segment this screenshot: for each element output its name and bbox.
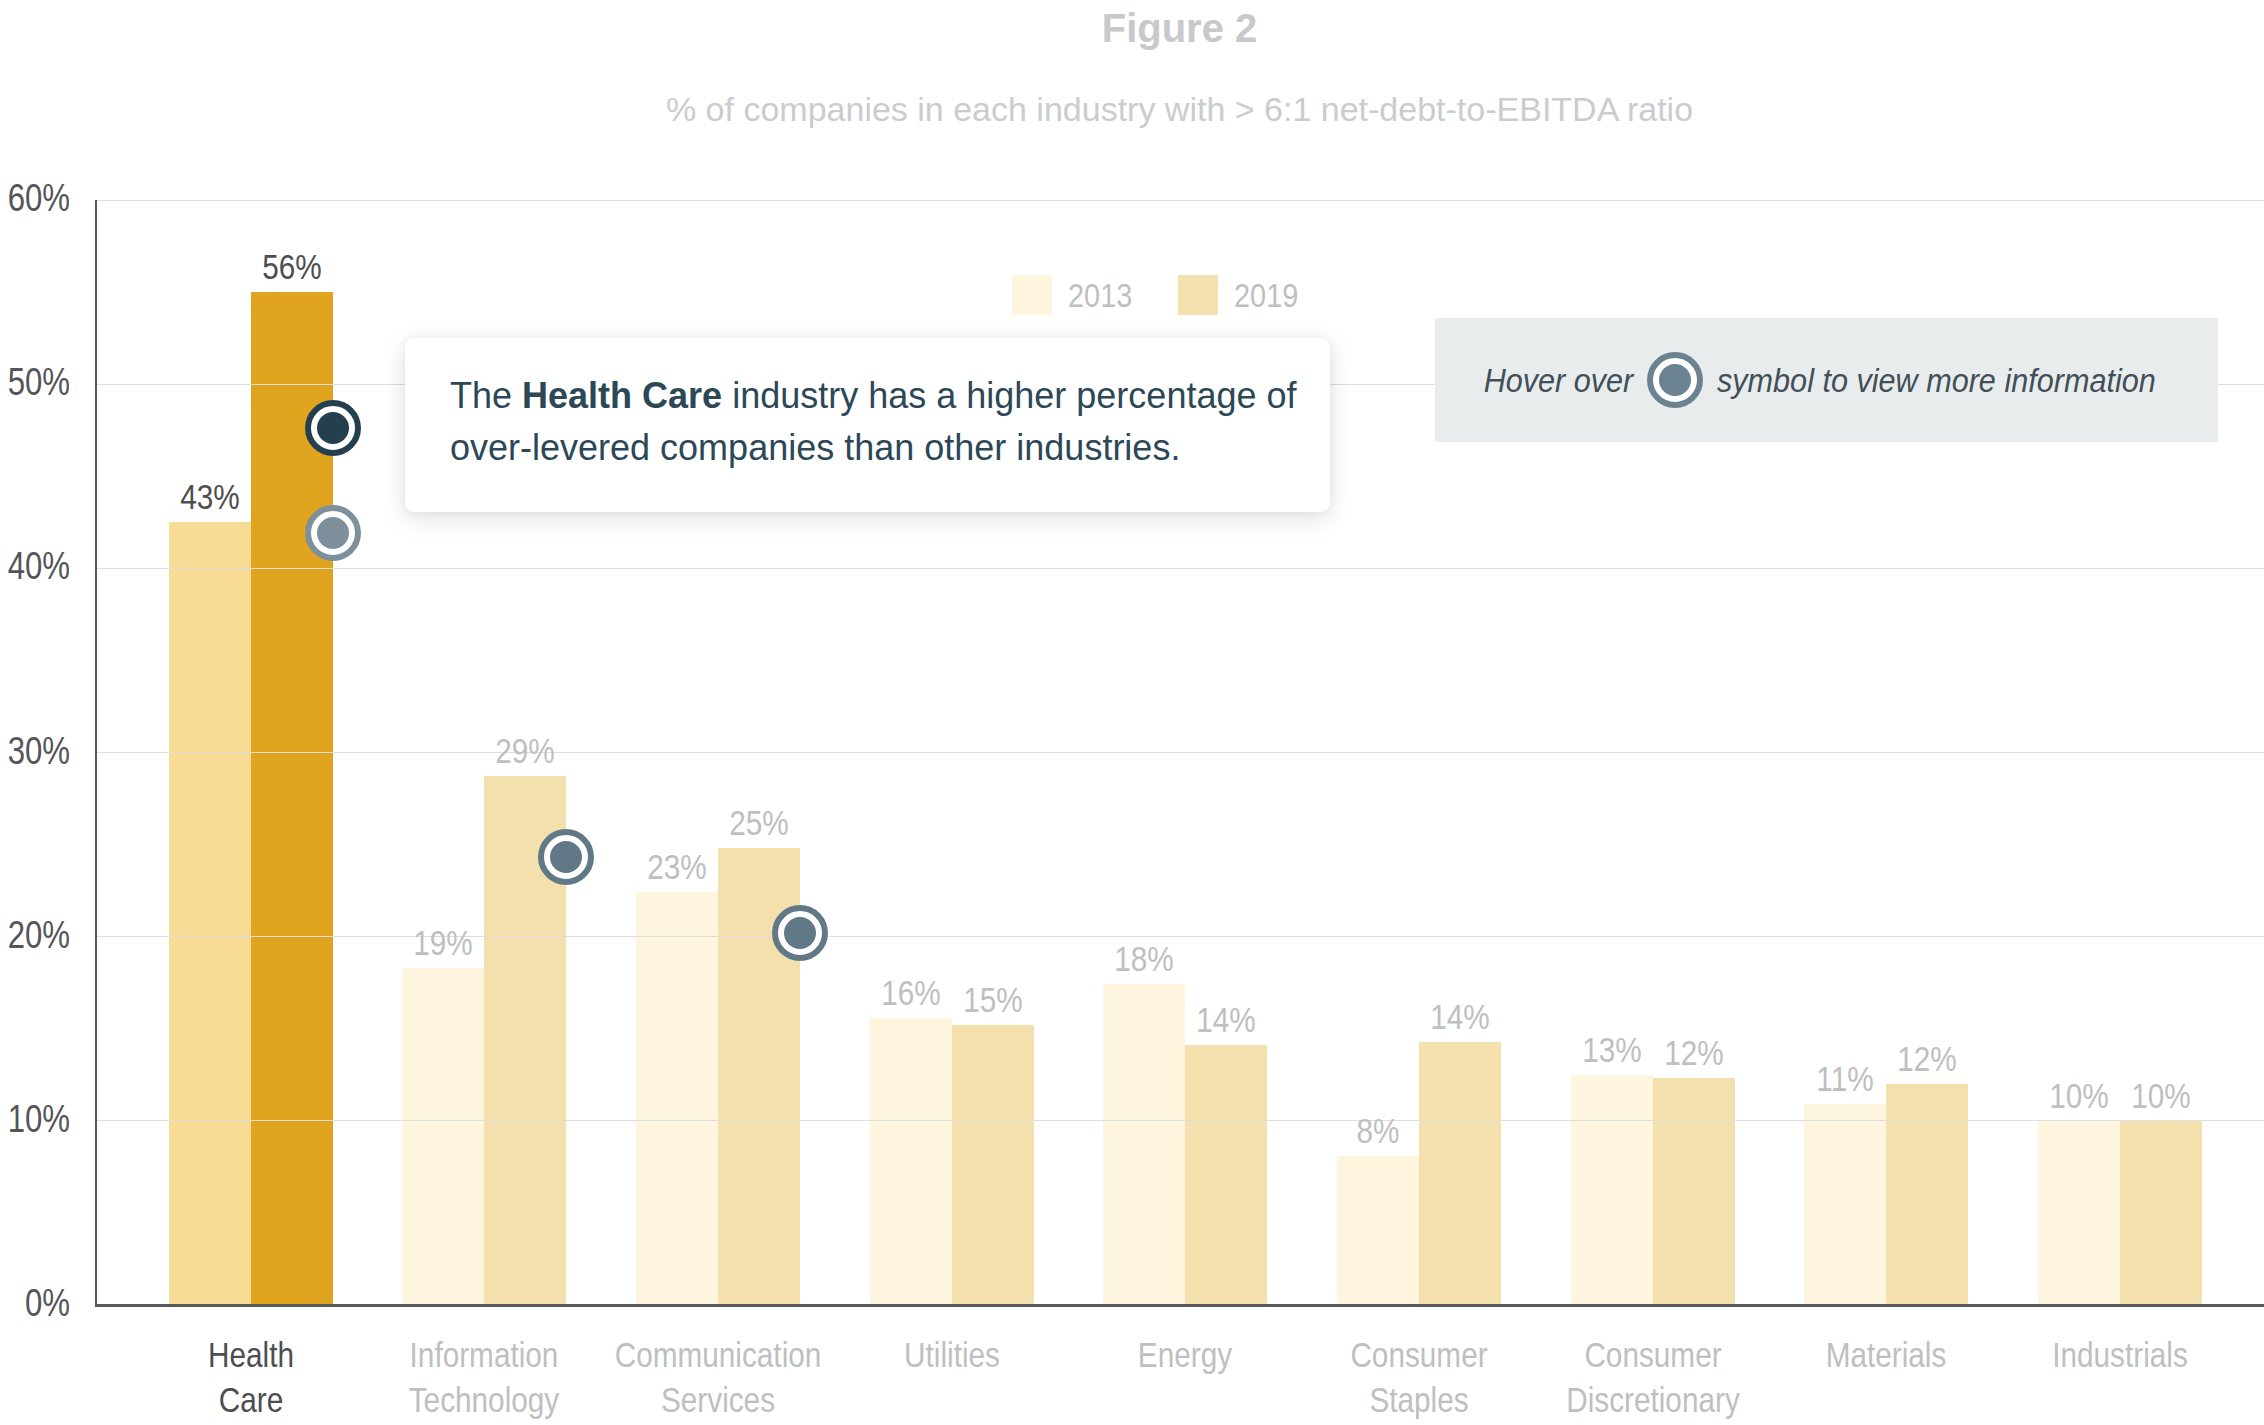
bar-value-label: 56% — [223, 247, 361, 287]
hover-marker-dot — [550, 841, 582, 873]
y-tick-label-30: 30% — [4, 730, 70, 773]
hover-marker-4[interactable] — [772, 905, 828, 961]
bar-value-label: 29% — [456, 731, 594, 771]
hover-marker-3[interactable] — [538, 829, 594, 885]
bar-value-label: 10% — [2092, 1076, 2230, 1116]
hover-marker-2[interactable] — [305, 505, 361, 561]
bar-value-label: 15% — [924, 980, 1062, 1020]
x-category-label-line: Technology — [348, 1377, 620, 1422]
plot-area: 43% 56% HealthCare 19% 29% InformationTechnol… — [0, 0, 2264, 1425]
bar-value-label: 23% — [608, 847, 746, 887]
bar-2013-utilities — [870, 1018, 952, 1305]
gridline-10 — [95, 1120, 2264, 1121]
gridline-30 — [95, 752, 2264, 753]
x-category-label-consumer-staples: ConsumerStaples — [1283, 1332, 1555, 1422]
callout-box: The Health Care industry has a higher pe… — [405, 338, 1330, 512]
x-category-label-health-care: HealthCare — [115, 1332, 387, 1422]
x-category-label-line: Staples — [1283, 1377, 1555, 1422]
hover-marker-dot — [784, 917, 816, 949]
hover-marker-1[interactable] — [305, 400, 361, 456]
x-category-label-materials: Materials — [1750, 1332, 2022, 1377]
x-category-label-line: Utilities — [816, 1332, 1088, 1377]
legend: 2013 2019 — [1012, 275, 1309, 315]
hover-marker-dot — [317, 412, 349, 444]
gridline-60 — [95, 200, 2264, 201]
bar-value-label: 14% — [1391, 997, 1529, 1037]
x-category-label-line: Care — [115, 1377, 387, 1422]
bar-value-label: 25% — [690, 803, 828, 843]
legend-swatch-2019 — [1178, 275, 1218, 315]
legend-label-2019: 2019 — [1234, 276, 1298, 315]
gridline-40 — [95, 568, 2264, 569]
x-category-label-industrials: Industrials — [1984, 1332, 2256, 1377]
bar-2019-utilities — [952, 1025, 1034, 1305]
y-tick-label-0: 0% — [4, 1282, 70, 1325]
x-category-label-line: Services — [582, 1377, 854, 1422]
x-category-label-utilities: Utilities — [816, 1332, 1088, 1377]
bar-value-label: 12% — [1859, 1039, 1997, 1079]
bar-2013-communication-services — [636, 892, 718, 1305]
figure-2-bar-chart: Figure 2 % of companies in each industry… — [0, 0, 2264, 1425]
x-category-label-line: Information — [348, 1332, 620, 1377]
bar-value-label: 8% — [1309, 1111, 1447, 1151]
x-axis-line — [95, 1304, 2264, 1307]
x-category-label-line: Communication — [582, 1332, 854, 1377]
callout-highlight: Health Care — [522, 375, 722, 416]
bar-2019-industrials — [2120, 1121, 2202, 1305]
bar-2013-materials — [1804, 1104, 1886, 1305]
hover-note-text-before: Hover over — [1483, 361, 1633, 400]
bar-2013-consumer-discretionary — [1571, 1075, 1653, 1305]
y-tick-label-60: 60% — [4, 177, 70, 220]
bar-value-label: 19% — [374, 923, 512, 963]
x-category-label-consumer-discretionary: ConsumerDiscretionary — [1517, 1332, 1789, 1422]
x-category-label-line: Energy — [1049, 1332, 1321, 1377]
y-tick-label-40: 40% — [4, 545, 70, 588]
x-category-label-line: Materials — [1750, 1332, 2022, 1377]
legend-swatch-2013 — [1012, 275, 1052, 315]
bar-2013-consumer-staples — [1337, 1156, 1419, 1305]
y-tick-label-50: 50% — [4, 361, 70, 404]
x-category-label-line: Consumer — [1283, 1332, 1555, 1377]
y-tick-label-20: 20% — [4, 914, 70, 957]
bar-2019-consumer-staples — [1419, 1042, 1501, 1305]
bar-2013-health-care — [169, 522, 251, 1305]
x-category-label-line: Discretionary — [1517, 1377, 1789, 1422]
y-tick-label-10: 10% — [4, 1098, 70, 1141]
hover-note-text-after: symbol to view more information — [1717, 361, 2156, 400]
x-category-label-communication-services: CommunicationServices — [582, 1332, 854, 1422]
hover-marker-dot — [317, 517, 349, 549]
bar-2019-consumer-discretionary — [1653, 1078, 1735, 1305]
bar-value-label: 43% — [141, 477, 279, 517]
x-category-label-information-technology: InformationTechnology — [348, 1332, 620, 1422]
bar-2013-industrials — [2038, 1121, 2120, 1305]
hover-instruction-box: Hover over symbol to view more informati… — [1435, 318, 2218, 442]
y-axis-line — [95, 200, 97, 1306]
x-category-label-line: Industrials — [1984, 1332, 2256, 1377]
x-category-label-line: Consumer — [1517, 1332, 1789, 1377]
bar-value-label: 14% — [1157, 1000, 1295, 1040]
bar-value-label: 12% — [1625, 1033, 1763, 1073]
bar-2019-energy — [1185, 1045, 1267, 1305]
legend-label-2013: 2013 — [1068, 276, 1132, 315]
callout-text: The Health Care industry has a higher pe… — [450, 370, 1330, 474]
x-category-label-line: Health — [115, 1332, 387, 1377]
bar-2013-information-technology — [402, 968, 484, 1305]
bar-value-label: 18% — [1075, 939, 1213, 979]
x-category-label-energy: Energy — [1049, 1332, 1321, 1377]
bar-2019-materials — [1886, 1084, 1968, 1305]
info-target-icon — [1647, 352, 1703, 408]
